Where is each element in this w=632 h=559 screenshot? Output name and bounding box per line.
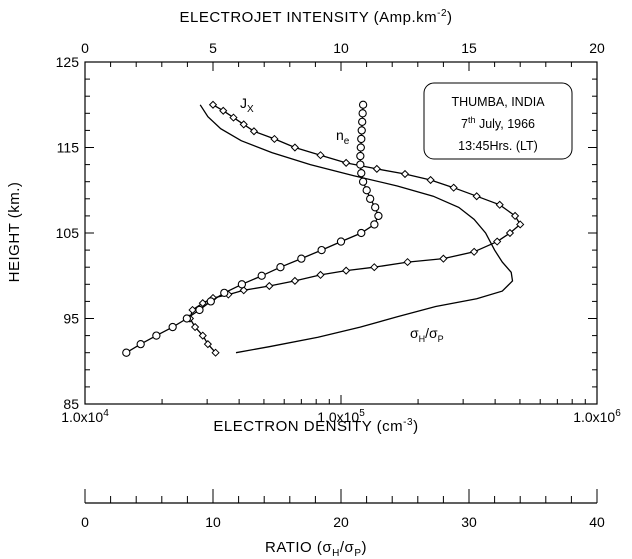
info-box: THUMBA, INDIA 7th July, 1966 13:45Hrs. (… xyxy=(423,82,573,160)
left-tick-label: 105 xyxy=(56,225,80,241)
left-tick-label: 115 xyxy=(57,140,80,156)
circle-marker xyxy=(356,151,365,161)
diamond-marker xyxy=(372,164,381,173)
circle-marker xyxy=(371,203,380,212)
circle-marker xyxy=(358,100,368,109)
diamond-marker xyxy=(190,322,200,332)
diamond-marker xyxy=(370,263,379,272)
left-tick-label: 125 xyxy=(56,54,80,70)
circle-marker xyxy=(356,143,365,152)
circle-marker xyxy=(195,305,204,315)
circle-marker xyxy=(297,254,306,263)
diamond-marker xyxy=(472,192,481,201)
diamond-marker xyxy=(270,134,279,144)
diamond-marker xyxy=(495,200,504,209)
circle-marker xyxy=(356,160,365,169)
top-tick-label: 5 xyxy=(209,40,217,56)
circle-marker xyxy=(220,288,229,297)
bottom-tick-label: 1.0x104 xyxy=(61,408,109,425)
top-axis-label: ELECTROJET INTENSITY (Amp.km-2) xyxy=(179,8,452,26)
circle-marker xyxy=(358,109,367,118)
ratio-tick-label: 40 xyxy=(589,514,605,530)
circle-marker xyxy=(276,263,285,272)
circle-marker xyxy=(206,297,215,306)
bottom-tick-label: 1.0x106 xyxy=(573,408,621,425)
ratio-tick-label: 10 xyxy=(205,514,221,530)
left-axis-label: HEIGHT (km.) xyxy=(6,182,23,283)
ratio-tick-label: 0 xyxy=(81,514,89,530)
top-tick-label: 0 xyxy=(81,40,89,56)
jx-annotation: JX xyxy=(240,95,254,115)
circle-marker xyxy=(136,339,145,349)
circle-marker xyxy=(357,168,366,178)
info-box-border xyxy=(423,82,573,160)
series-line-ratio xyxy=(199,104,514,354)
circle-marker xyxy=(357,228,366,238)
diamond-marker xyxy=(208,100,218,109)
diamond-marker xyxy=(229,113,238,122)
diamond-marker xyxy=(516,220,525,229)
diamond-marker xyxy=(505,228,515,238)
diamond-marker xyxy=(239,120,248,129)
diamond-marker xyxy=(198,299,207,308)
diamond-marker xyxy=(449,183,458,192)
diamond-marker xyxy=(239,286,248,295)
circle-marker xyxy=(358,117,367,126)
diamond-marker xyxy=(290,276,300,285)
info-box-location: THUMBA, INDIA xyxy=(451,95,545,109)
diamond-marker xyxy=(203,340,212,349)
left-tick-label: 95 xyxy=(63,311,79,327)
diamond-marker xyxy=(400,169,410,179)
left-tick-label: 85 xyxy=(63,396,79,412)
diamond-marker xyxy=(188,305,197,315)
top-tick-label: 10 xyxy=(333,40,349,56)
ratio-annotation: σH/σP xyxy=(410,325,444,344)
top-tick-label: 15 xyxy=(461,40,477,56)
circle-marker xyxy=(257,271,266,280)
diamond-marker xyxy=(403,257,412,267)
circle-marker xyxy=(358,177,368,186)
circle-marker xyxy=(182,314,192,323)
circle-marker xyxy=(336,237,346,246)
diamond-marker xyxy=(249,127,259,136)
diamond-marker xyxy=(342,158,351,167)
top-tick-label: 20 xyxy=(589,40,605,56)
circle-marker xyxy=(374,211,383,221)
bottom-tick-label: 1.0x105 xyxy=(317,408,365,425)
circle-marker xyxy=(152,331,161,340)
circle-marker xyxy=(237,280,247,289)
diamond-marker xyxy=(510,211,520,221)
circle-marker xyxy=(357,134,366,144)
circle-marker xyxy=(362,186,371,195)
circle-marker xyxy=(357,126,366,135)
diamond-marker xyxy=(198,331,207,340)
circle-marker xyxy=(168,322,177,332)
info-box-time: 13:45Hrs. (LT) xyxy=(458,139,538,153)
diamond-marker xyxy=(426,175,435,185)
diamond-marker xyxy=(316,151,325,160)
diamond-marker xyxy=(290,143,300,152)
info-box-date: 7th July, 1966 xyxy=(461,115,535,131)
diamond-marker xyxy=(493,237,502,246)
diamond-marker xyxy=(316,270,325,280)
circle-marker xyxy=(370,220,379,229)
diamond-marker xyxy=(470,247,479,256)
diamond-marker xyxy=(211,348,220,357)
ratio-axis-label: RATIO (σH/σP) xyxy=(265,539,367,559)
circle-marker xyxy=(317,245,326,255)
diamond-marker xyxy=(439,254,448,263)
ratio-tick-label: 30 xyxy=(461,514,477,530)
ratio-tick-label: 20 xyxy=(333,514,349,530)
diamond-marker xyxy=(219,106,228,115)
circle-marker xyxy=(122,348,131,357)
ne-annotation: ne xyxy=(336,127,350,147)
diamond-marker xyxy=(265,281,274,291)
bottom-axis-label: ELECTRON DENSITY (cm-3) xyxy=(213,417,418,435)
circle-marker xyxy=(366,194,375,203)
diamond-marker xyxy=(342,266,351,275)
